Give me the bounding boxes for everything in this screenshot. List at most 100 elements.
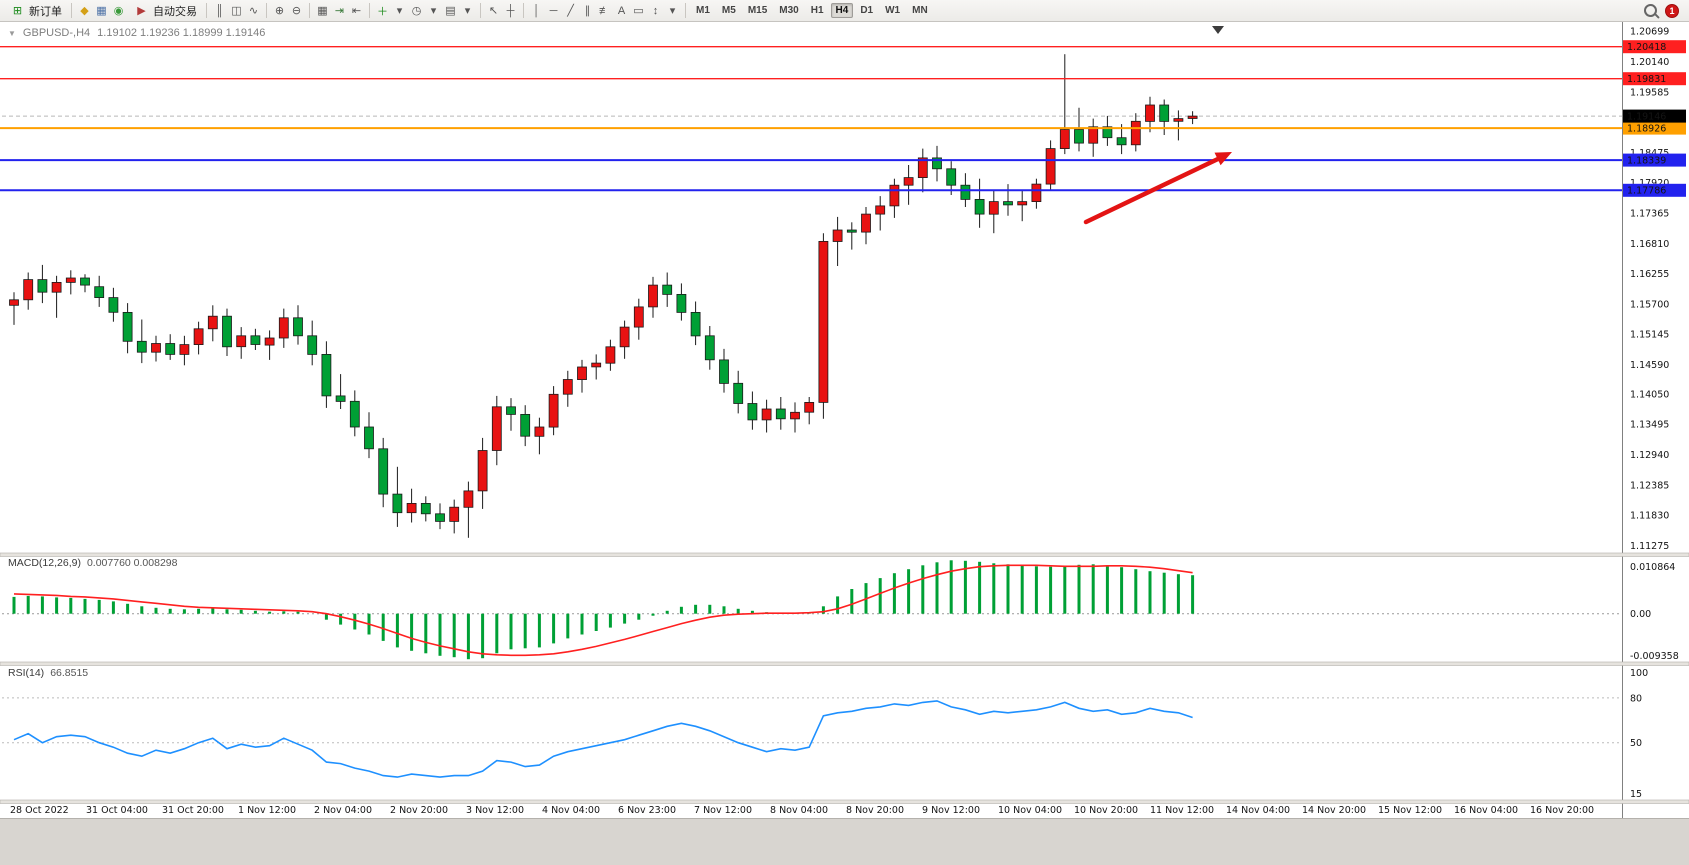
indicators-dropdown-icon[interactable]: ▾: [396, 5, 403, 17]
candle-bear: [222, 315, 232, 348]
line-chart-icon[interactable]: ∿: [248, 5, 259, 17]
panel-separator[interactable]: [0, 552, 1689, 557]
arrows-dropdown-icon[interactable]: ▾: [669, 5, 676, 17]
time-axis-label: 31 Oct 04:00: [86, 805, 148, 816]
toolbar-separator: [206, 3, 207, 18]
channel-icon[interactable]: ∥: [584, 5, 591, 17]
candle-bear: [37, 279, 48, 293]
text-icon[interactable]: A: [617, 4, 626, 17]
candle-bull: [491, 406, 502, 451]
time-axis-label: 9 Nov 12:00: [922, 805, 980, 816]
charts-icon[interactable]: ▦: [96, 5, 107, 17]
time-axis-label: 11 Nov 12:00: [1150, 805, 1214, 816]
candle-bear: [690, 311, 701, 337]
candle-bull: [1145, 104, 1155, 122]
candle-bull: [605, 346, 616, 364]
price-line-label-1.19831: 1.19831: [1623, 72, 1686, 86]
auto-scroll-icon[interactable]: ⇥: [334, 5, 345, 17]
horizontal-line-icon[interactable]: ─: [549, 4, 558, 17]
timeframe-w1-button[interactable]: W1: [885, 5, 901, 16]
vertical-line-icon[interactable]: │: [533, 4, 540, 17]
timeframe-h1-button[interactable]: H1: [810, 5, 824, 16]
price-line-label-1.19146: 1.19146: [1623, 109, 1686, 123]
bar-chart-icon[interactable]: ║: [215, 4, 224, 17]
candle-bull: [534, 426, 545, 437]
text-label-icon[interactable]: ▭: [633, 5, 644, 17]
toolbar-separator: [523, 3, 524, 18]
time-axis[interactable]: 28 Oct 2022 31 Oct 04:00 31 Oct 20:00 1 Nov…: [10, 805, 1594, 816]
chart-shift-marker[interactable]: [1212, 26, 1224, 34]
alerts-icon[interactable]: ◉: [113, 5, 124, 17]
candle-bear: [1074, 129, 1084, 144]
timeframe-m5-button[interactable]: M5: [721, 5, 736, 16]
time-axis-label: 16 Nov 04:00: [1454, 805, 1518, 816]
timeframe-m15-button[interactable]: M15: [747, 5, 768, 16]
candle-bear: [108, 297, 119, 313]
svg-text:1.19831: 1.19831: [1627, 74, 1666, 85]
svg-text:50: 50: [1630, 738, 1642, 749]
chart-area[interactable]: 1.20699 1.20140 1.19585 1.18475 1.17920 1.173…: [0, 22, 1689, 818]
candle-bull: [264, 337, 275, 346]
trend-arrow[interactable]: [1083, 152, 1232, 225]
templates-icon[interactable]: ▤: [445, 5, 456, 17]
zoom-in-icon[interactable]: ⊕: [274, 5, 285, 17]
svg-text:1.19146: 1.19146: [1627, 112, 1666, 123]
candle-bull: [591, 362, 602, 368]
arrows-icon[interactable]: ↕: [652, 4, 659, 17]
price-axis-label: 1.11830: [1630, 511, 1669, 522]
candlestick-chart-icon[interactable]: ◫: [231, 5, 242, 17]
time-axis-label: 15 Nov 12:00: [1378, 805, 1442, 816]
search-icon[interactable]: [1644, 4, 1657, 17]
notification-badge[interactable]: 1: [1665, 3, 1679, 18]
price-axis-label: 1.18475: [1630, 148, 1669, 159]
time-axis-label: 7 Nov 12:00: [694, 805, 752, 816]
main-toolbar: ⊞ 新订单 ◆ ▦ ◉ ▶ 自动交易 ║ ◫ ∿ ⊕ ⊖ ▦ ⇥ ⇤ ＋ ▾ ◷ ▾ ▤ ▾ ↖ ┼ │ ─…: [0, 0, 1689, 22]
metaeditor-icon[interactable]: ◆: [80, 5, 89, 17]
new-order-button[interactable]: ⊞ 新订单: [4, 1, 67, 20]
macd-axis-labels: 0.010864 0.00 -0.009358: [1630, 562, 1679, 662]
candle-bull: [1045, 148, 1056, 185]
tile-windows-icon[interactable]: ▦: [317, 5, 328, 17]
timeframe-mn-button[interactable]: MN: [912, 5, 928, 16]
periods-icon[interactable]: ◷: [411, 5, 422, 17]
candle-bull: [790, 411, 800, 420]
candle-bull: [1031, 183, 1042, 203]
candle-bear: [775, 408, 786, 420]
candle-bull: [761, 408, 772, 421]
chart-shift-icon[interactable]: ⇤: [351, 5, 362, 17]
candle-bull: [23, 279, 34, 301]
autotrading-icon: ▶: [137, 5, 146, 17]
templates-dropdown-icon[interactable]: ▾: [464, 5, 471, 17]
trendline-icon[interactable]: ╱: [567, 5, 574, 17]
price-axis-label: 1.16255: [1630, 269, 1669, 280]
candle-bull: [917, 157, 928, 178]
price-axis-label: 1.19585: [1630, 87, 1669, 98]
candle-bear: [676, 293, 687, 313]
price-line-label-1.20418: 1.20418: [1623, 40, 1686, 54]
candle-bear: [80, 277, 90, 286]
price-axis-label: 1.14050: [1630, 390, 1669, 401]
candle-bear: [435, 513, 445, 522]
candle-bull: [875, 205, 886, 215]
fibonacci-icon[interactable]: ≢: [599, 4, 610, 17]
candle-bull: [548, 393, 559, 428]
timeframe-h4-button[interactable]: H4: [830, 3, 854, 18]
candle-bull: [1130, 120, 1141, 146]
panel-separator[interactable]: [0, 799, 1689, 804]
candle-bear: [122, 311, 133, 342]
cursor-icon[interactable]: ↖: [488, 5, 499, 17]
candle-bear: [293, 317, 303, 337]
periods-dropdown-icon[interactable]: ▾: [430, 5, 437, 17]
zoom-out-icon[interactable]: ⊖: [291, 5, 302, 17]
indicators-icon[interactable]: ＋: [377, 5, 388, 18]
timeframe-m1-button[interactable]: M1: [696, 5, 710, 16]
svg-text:0.00: 0.00: [1630, 609, 1651, 620]
time-axis-label: 8 Nov 04:00: [770, 805, 828, 816]
panel-separator[interactable]: [0, 661, 1689, 666]
price-axis-label: 1.16810: [1630, 239, 1669, 250]
crosshair-icon[interactable]: ┼: [506, 4, 515, 17]
candle-bull: [988, 201, 999, 215]
timeframe-d1-button[interactable]: D1: [860, 5, 874, 16]
timeframe-m30-button[interactable]: M30: [779, 5, 799, 16]
autotrading-button[interactable]: ▶ 自动交易: [128, 1, 202, 20]
